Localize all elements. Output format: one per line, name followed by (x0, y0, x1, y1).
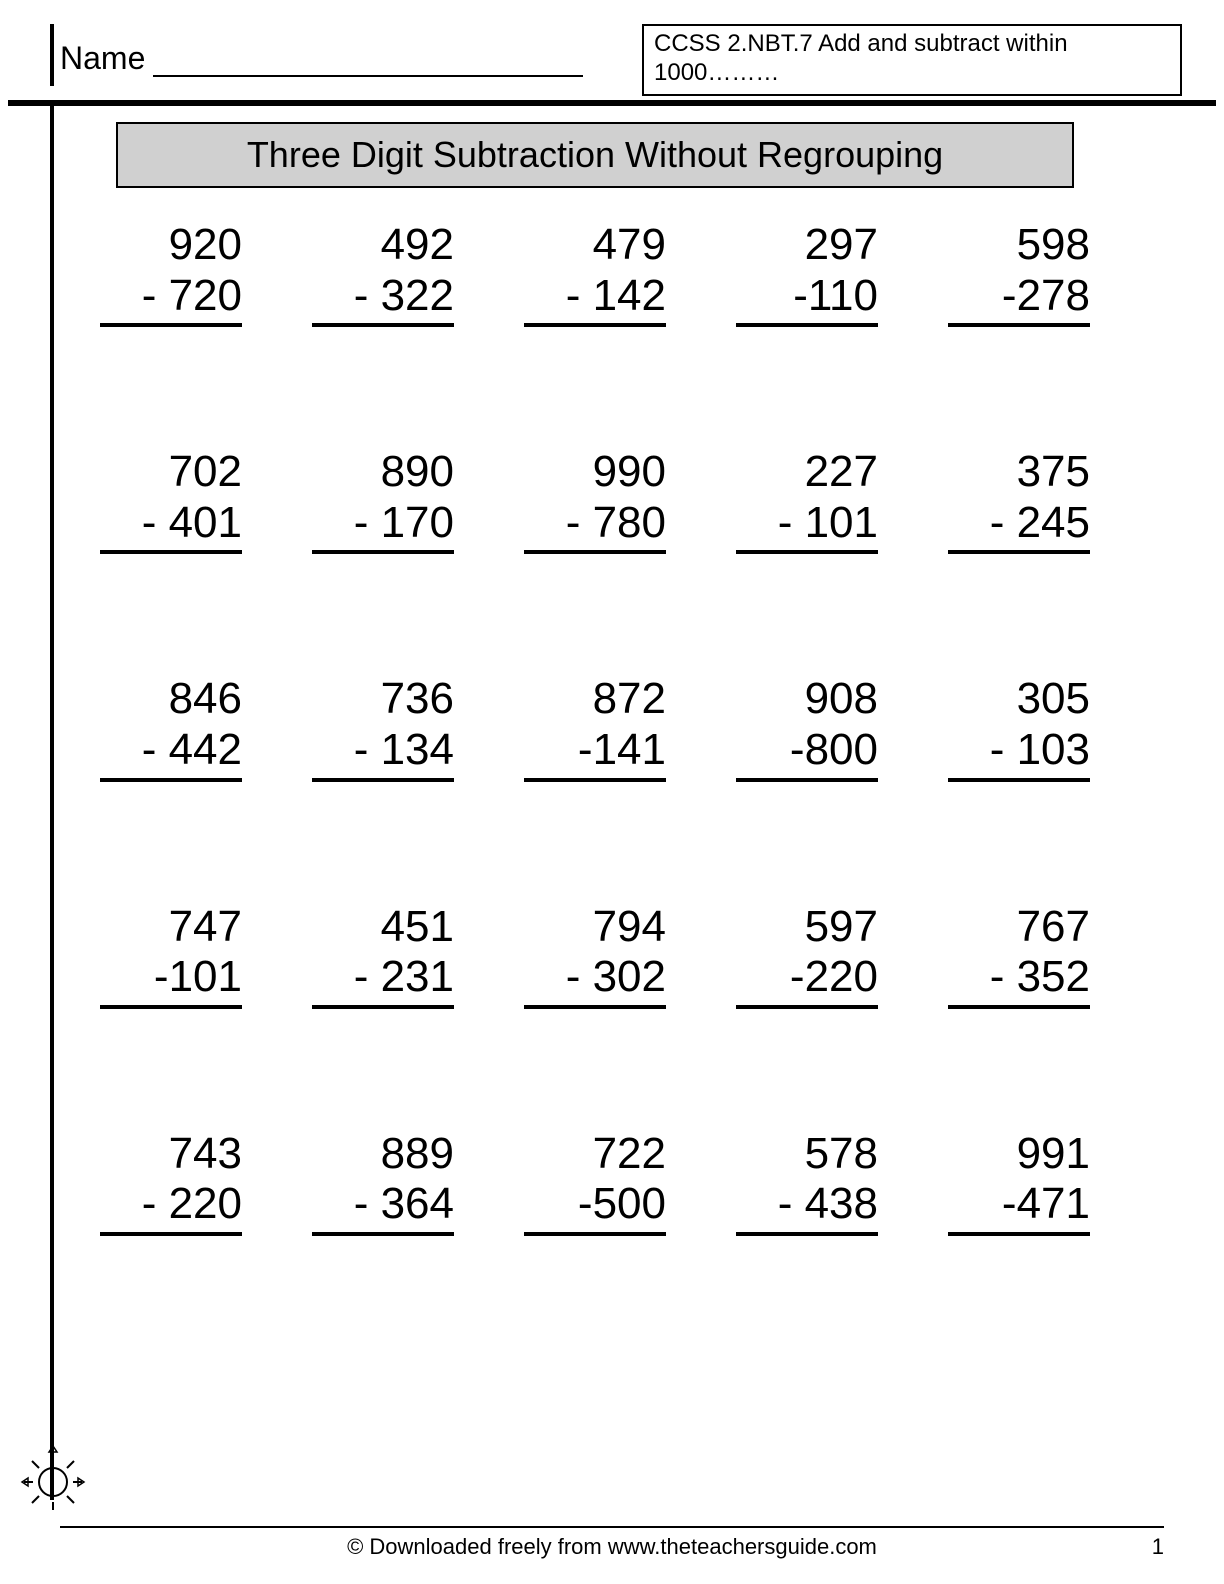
title-text: Three Digit Subtraction Without Regroupi… (247, 134, 943, 175)
problem: 722-500 (524, 1129, 726, 1236)
problem: 908-800 (736, 674, 938, 781)
worksheet-title: Three Digit Subtraction Without Regroupi… (116, 122, 1074, 188)
minuend: 492 (312, 220, 454, 271)
minuend: 375 (948, 447, 1090, 498)
subtrahend: - 302 (524, 952, 666, 1009)
problem: 794- 302 (524, 902, 726, 1009)
minuend: 305 (948, 674, 1090, 725)
problem: 743- 220 (100, 1129, 302, 1236)
problem: 990- 780 (524, 447, 726, 554)
page-number: 1 (1124, 1534, 1164, 1560)
header-rule (8, 100, 1216, 106)
subtrahend: - 780 (524, 498, 666, 555)
minuend: 227 (736, 447, 878, 498)
subtrahend: - 438 (736, 1179, 878, 1236)
problem: 736- 134 (312, 674, 514, 781)
problem: 767- 352 (948, 902, 1150, 1009)
subtrahend: - 322 (312, 271, 454, 328)
standard-box: CCSS 2.NBT.7 Add and subtract within 100… (642, 24, 1182, 96)
problem: 492- 322 (312, 220, 514, 327)
minuend: 920 (100, 220, 242, 271)
problem: 598-278 (948, 220, 1150, 327)
problem: 872-141 (524, 674, 726, 781)
subtrahend: -278 (948, 271, 1090, 328)
minuend: 846 (100, 674, 242, 725)
subtrahend: -471 (948, 1179, 1090, 1236)
footer-source: © Downloaded freely from www.theteachers… (100, 1534, 1124, 1560)
subtrahend: - 352 (948, 952, 1090, 1009)
margin-vline-top (50, 24, 54, 86)
subtrahend: - 134 (312, 725, 454, 782)
subtrahend: -500 (524, 1179, 666, 1236)
subtrahend: - 103 (948, 725, 1090, 782)
minuend: 297 (736, 220, 878, 271)
subtrahend: -800 (736, 725, 878, 782)
worksheet-page: CCSS 2.NBT.7 Add and subtract within 100… (0, 0, 1224, 1584)
minuend: 736 (312, 674, 454, 725)
minuend: 722 (524, 1129, 666, 1180)
subtrahend: -220 (736, 952, 878, 1009)
minuend: 702 (100, 447, 242, 498)
subtrahend: - 364 (312, 1179, 454, 1236)
minuend: 794 (524, 902, 666, 953)
subtrahend: - 442 (100, 725, 242, 782)
footer: © Downloaded freely from www.theteachers… (60, 1526, 1164, 1560)
problem: 991-471 (948, 1129, 1150, 1236)
name-field: Name (60, 40, 583, 77)
minuend: 578 (736, 1129, 878, 1180)
standard-text: CCSS 2.NBT.7 Add and subtract within 100… (654, 30, 1068, 86)
minuend: 747 (100, 902, 242, 953)
problem: 747-101 (100, 902, 302, 1009)
problem: 702- 401 (100, 447, 302, 554)
subtrahend: - 220 (100, 1179, 242, 1236)
minuend: 991 (948, 1129, 1090, 1180)
subtrahend: - 142 (524, 271, 666, 328)
minuend: 479 (524, 220, 666, 271)
problem: 890- 170 (312, 447, 514, 554)
sun-icon (18, 1442, 88, 1512)
problem: 597-220 (736, 902, 938, 1009)
minuend: 597 (736, 902, 878, 953)
minuend: 598 (948, 220, 1090, 271)
problem: 297-110 (736, 220, 938, 327)
minuend: 743 (100, 1129, 242, 1180)
problem: 846- 442 (100, 674, 302, 781)
problem: 305- 103 (948, 674, 1150, 781)
name-blank-line[interactable] (153, 49, 583, 77)
subtrahend: -141 (524, 725, 666, 782)
subtrahend: - 720 (100, 271, 242, 328)
name-label: Name (60, 40, 145, 77)
subtrahend: -110 (736, 271, 878, 328)
minuend: 908 (736, 674, 878, 725)
problem: 479- 142 (524, 220, 726, 327)
minuend: 767 (948, 902, 1090, 953)
subtrahend: - 231 (312, 952, 454, 1009)
problem: 578- 438 (736, 1129, 938, 1236)
subtrahend: - 101 (736, 498, 878, 555)
problem: 375- 245 (948, 447, 1150, 554)
problem: 227- 101 (736, 447, 938, 554)
problem: 451- 231 (312, 902, 514, 1009)
subtrahend: -101 (100, 952, 242, 1009)
problems-grid: 920- 720492- 322479- 142297-110598-27870… (100, 220, 1150, 1236)
subtrahend: - 170 (312, 498, 454, 555)
subtrahend: - 245 (948, 498, 1090, 555)
minuend: 451 (312, 902, 454, 953)
problem: 889- 364 (312, 1129, 514, 1236)
minuend: 889 (312, 1129, 454, 1180)
subtrahend: - 401 (100, 498, 242, 555)
margin-vline (50, 100, 54, 1500)
problem: 920- 720 (100, 220, 302, 327)
minuend: 990 (524, 447, 666, 498)
minuend: 890 (312, 447, 454, 498)
minuend: 872 (524, 674, 666, 725)
